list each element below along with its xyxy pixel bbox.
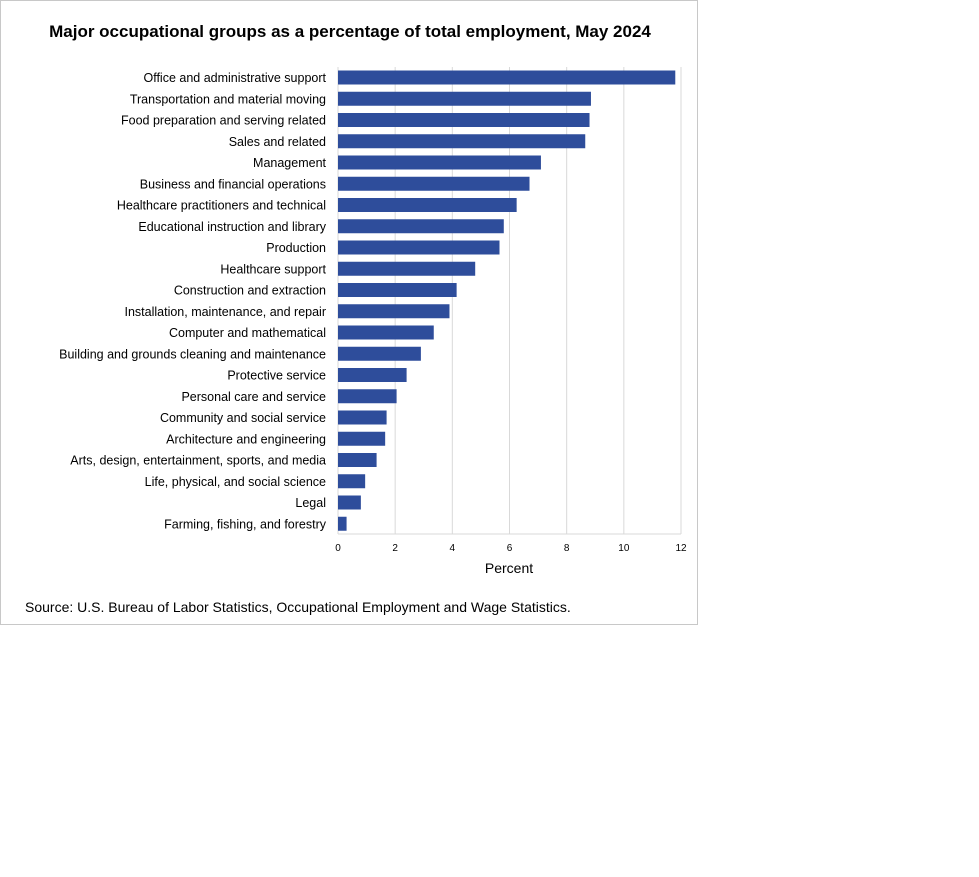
- bar-chart: Office and administrative support Transpo…: [59, 67, 687, 576]
- bar: [338, 474, 366, 489]
- bar: [338, 368, 407, 382]
- bar: [338, 410, 387, 425]
- chart-frame: Major occupational groups as a percentag…: [0, 0, 698, 625]
- category-label: Management: [253, 156, 326, 170]
- bar: [338, 113, 590, 127]
- bar: [338, 176, 530, 191]
- bar: [338, 219, 504, 234]
- chart-title: Major occupational groups as a percentag…: [49, 22, 651, 41]
- category-label: Life, physical, and social science: [145, 475, 326, 489]
- category-label: Healthcare practitioners and technical: [117, 199, 326, 213]
- x-tick-label: 6: [507, 543, 513, 554]
- bar: [338, 240, 500, 255]
- bar: [338, 70, 676, 85]
- category-label: Sales and related: [229, 135, 326, 149]
- bar: [338, 325, 434, 340]
- bar: [338, 431, 386, 446]
- category-label: Farming, fishing, and forestry: [164, 517, 327, 531]
- category-label: Legal: [295, 496, 326, 510]
- source-note: Source: U.S. Bureau of Labor Statistics,…: [25, 599, 571, 615]
- bar: [338, 516, 347, 531]
- bar: [338, 495, 361, 510]
- category-label: Office and administrative support: [143, 71, 326, 85]
- x-axis-label: Percent: [485, 560, 533, 576]
- x-tick-label: 4: [450, 543, 456, 554]
- category-label: Construction and extraction: [174, 284, 326, 298]
- category-label: Educational instruction and library: [138, 220, 326, 234]
- bar: [338, 283, 457, 297]
- category-label: Architecture and engineering: [166, 432, 326, 446]
- category-label: Production: [266, 241, 326, 255]
- x-tick-label: 12: [675, 543, 687, 554]
- x-tick-label: 0: [335, 543, 341, 554]
- bar: [338, 198, 517, 212]
- x-tick-label: 8: [564, 543, 570, 554]
- bar: [338, 389, 397, 404]
- x-tick-label: 10: [618, 543, 630, 554]
- category-label: Computer and mathematical: [169, 326, 326, 340]
- x-tick-label: 2: [392, 543, 398, 554]
- category-label: Transportation and material moving: [130, 92, 326, 106]
- category-label: Protective service: [227, 369, 326, 383]
- category-label: Business and financial operations: [140, 177, 326, 191]
- bar: [338, 134, 586, 149]
- bar: [338, 304, 450, 319]
- bar: [338, 91, 591, 106]
- category-label: Community and social service: [160, 411, 326, 425]
- category-label: Healthcare support: [220, 262, 326, 276]
- category-label: Arts, design, entertainment, sports, and…: [70, 454, 326, 468]
- bar: [338, 261, 476, 276]
- category-label: Building and grounds cleaning and mainte…: [59, 347, 326, 361]
- category-label: Installation, maintenance, and repair: [124, 305, 326, 319]
- category-label: Personal care and service: [181, 390, 326, 404]
- bar: [338, 453, 377, 467]
- bar: [338, 155, 541, 170]
- category-label: Food preparation and serving related: [121, 114, 326, 128]
- bar: [338, 346, 421, 361]
